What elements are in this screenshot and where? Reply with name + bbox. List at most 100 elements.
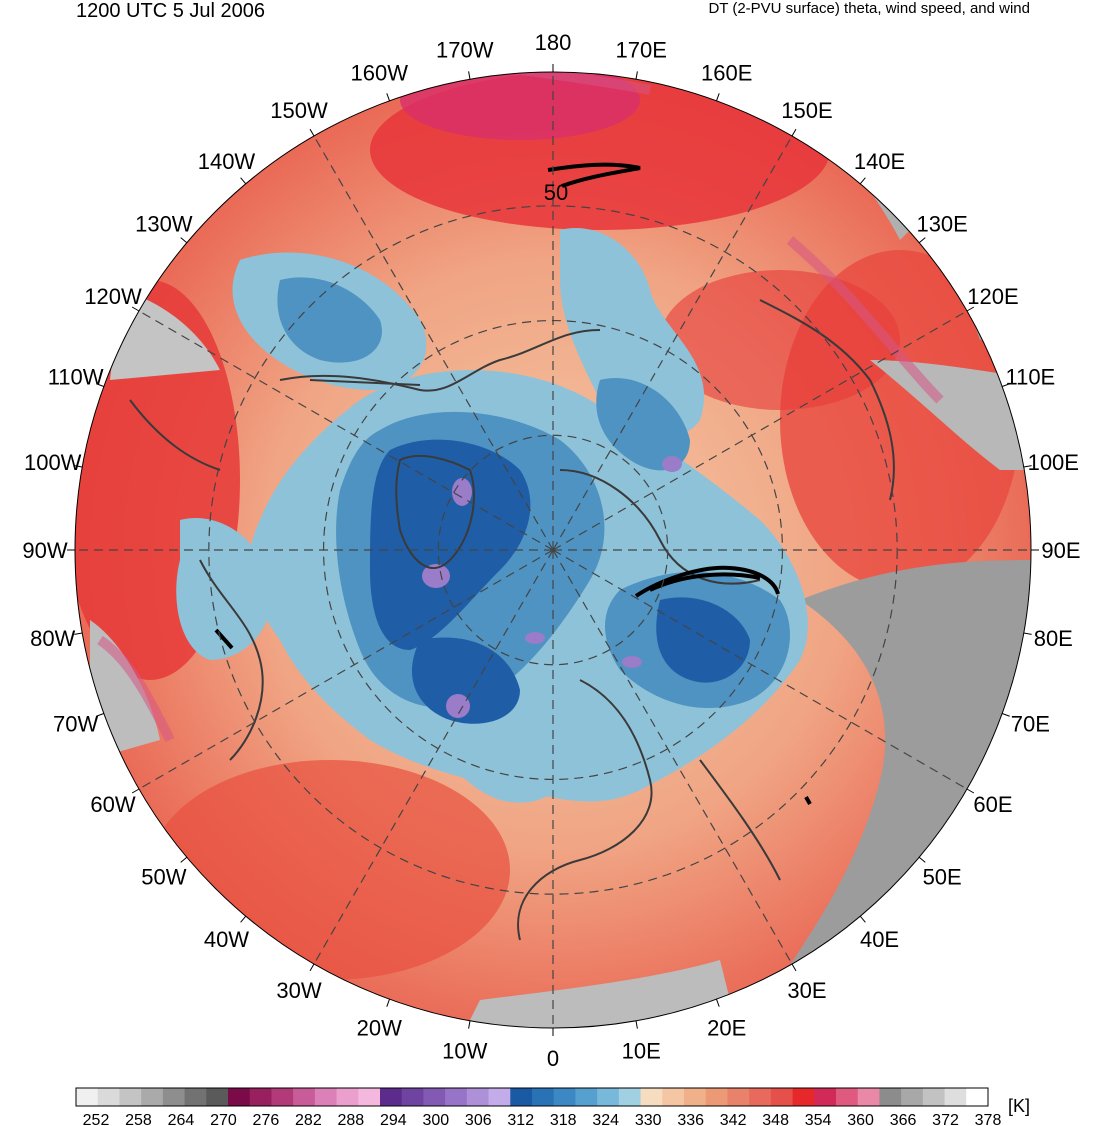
colorbar-tick-label: 300 <box>422 1112 449 1126</box>
meridian-line <box>138 549 554 790</box>
colorbar-tick-label: 366 <box>890 1112 917 1126</box>
longitude-label: 20E <box>707 1015 746 1040</box>
longitude-label: 0 <box>547 1046 559 1071</box>
colorbar-tick-label: 378 <box>975 1112 1002 1126</box>
colorbar-tick-label: 312 <box>507 1112 534 1126</box>
longitude-tick <box>791 128 797 137</box>
longitude-tick <box>859 915 866 923</box>
longitude-label: 110E <box>1005 364 1055 389</box>
longitude-tick <box>791 963 797 972</box>
colorbar-swatch <box>184 1088 207 1106</box>
meridian-line <box>552 549 968 790</box>
longitude-label: 30E <box>787 978 826 1003</box>
longitude-tick <box>468 1020 471 1029</box>
colorbar-tick-label: 330 <box>635 1112 662 1126</box>
longitude-label: 150E <box>781 98 832 123</box>
longitude-label: 10E <box>622 1038 661 1063</box>
longitude-label: 20W <box>357 1015 402 1040</box>
longitude-tick <box>131 788 140 794</box>
colorbar-tick-label: 270 <box>210 1112 237 1126</box>
colorbar-swatch <box>76 1088 99 1106</box>
graticule <box>75 72 1031 1028</box>
longitude-label: 30W <box>276 978 321 1003</box>
colorbar-swatch <box>488 1088 511 1106</box>
colorbar-swatch <box>575 1088 598 1106</box>
longitude-label: 160W <box>351 61 409 86</box>
colorbar-swatch <box>228 1088 251 1106</box>
longitude-label: 170W <box>436 38 494 63</box>
longitude-label: 120W <box>84 284 142 309</box>
longitude-label: 60E <box>973 792 1012 817</box>
colorbar-tick-label: 252 <box>83 1112 110 1126</box>
longitude-tick <box>386 999 390 1007</box>
colorbar-swatch <box>857 1088 880 1106</box>
meridian-line <box>552 310 968 551</box>
colorbar-swatch <box>662 1088 685 1106</box>
colorbar-tick-label: 360 <box>847 1112 874 1126</box>
colorbar-swatch <box>336 1088 359 1106</box>
meridian-line <box>552 549 793 965</box>
colorbar-swatch <box>836 1088 859 1106</box>
colorbar-tick-label: 258 <box>125 1112 152 1126</box>
colorbar-tick-label: 354 <box>805 1112 832 1126</box>
longitude-tick <box>1023 465 1032 468</box>
longitude-tick <box>240 177 247 185</box>
colorbar-swatch <box>271 1088 294 1106</box>
longitude-label: 80E <box>1034 626 1073 651</box>
longitude-tick <box>1023 632 1032 635</box>
colorbar-swatch <box>640 1088 663 1106</box>
colorbar-swatch <box>597 1088 620 1106</box>
longitude-tick <box>918 237 926 244</box>
colorbar-swatch <box>466 1088 489 1106</box>
longitude-label: 40W <box>204 927 249 952</box>
longitude-ticks <box>67 64 1039 1036</box>
colorbar-frame <box>75 1087 989 1107</box>
colorbar-tick-label: 264 <box>168 1112 195 1126</box>
colorbar-swatch <box>684 1088 707 1106</box>
longitude-label: 70E <box>1011 712 1050 737</box>
colorbar-tick-label: 306 <box>465 1112 492 1126</box>
colorbar-unit: [K] <box>1008 1096 1030 1116</box>
colorbar-tick-label: 282 <box>295 1112 322 1126</box>
longitude-label: 90E <box>1041 538 1080 563</box>
longitude-tick <box>716 93 720 101</box>
longitude-label: 50W <box>141 865 186 890</box>
longitude-label: 140W <box>198 149 256 174</box>
colorbar-tick-label: 276 <box>253 1112 280 1126</box>
colorbar <box>75 1087 989 1107</box>
colorbar-swatch <box>705 1088 728 1106</box>
valid-time-label: 1200 UTC 5 Jul 2006 <box>76 0 266 22</box>
longitude-label: 170E <box>616 38 667 63</box>
longitude-label: 100W <box>24 450 82 475</box>
colorbar-swatch <box>792 1088 815 1106</box>
longitude-tick <box>131 306 140 312</box>
colorbar-swatch <box>532 1088 555 1106</box>
longitude-label: 150W <box>270 98 328 123</box>
meridian-line <box>552 135 793 551</box>
longitude-tick <box>1002 713 1010 717</box>
latitude-circle <box>208 205 898 895</box>
colorbar-swatch <box>770 1088 793 1106</box>
colorbar-swatch <box>922 1088 945 1106</box>
colorbar-tick-label: 324 <box>592 1112 619 1126</box>
longitude-label: 120E <box>967 284 1018 309</box>
colorbar-labels: 252 258 264 270 276 282 288 294 300 306 312 318 324 3… <box>83 1112 1002 1126</box>
longitude-label: 40E <box>860 927 899 952</box>
colorbar-swatch <box>358 1088 381 1106</box>
longitude-label: 60W <box>90 792 135 817</box>
longitude-label: 160E <box>701 61 752 86</box>
longitude-tick <box>859 177 866 185</box>
colorbar-swatch <box>879 1088 902 1106</box>
longitude-tick <box>74 465 83 468</box>
colorbar-swatch <box>966 1088 989 1106</box>
longitude-tick <box>635 1020 638 1029</box>
colorbar-swatch <box>749 1088 772 1106</box>
longitude-label: 90W <box>22 538 67 563</box>
meridian-line <box>138 310 554 551</box>
latitude-circle <box>437 434 669 666</box>
latitude-circle <box>322 319 784 781</box>
longitude-label: 100E <box>1028 450 1079 475</box>
longitude-label: 130W <box>135 211 193 236</box>
longitude-labels: 180 170E 160E 150E 140E 130E 120E 110E 100E 90E 80… <box>22 30 1080 1071</box>
